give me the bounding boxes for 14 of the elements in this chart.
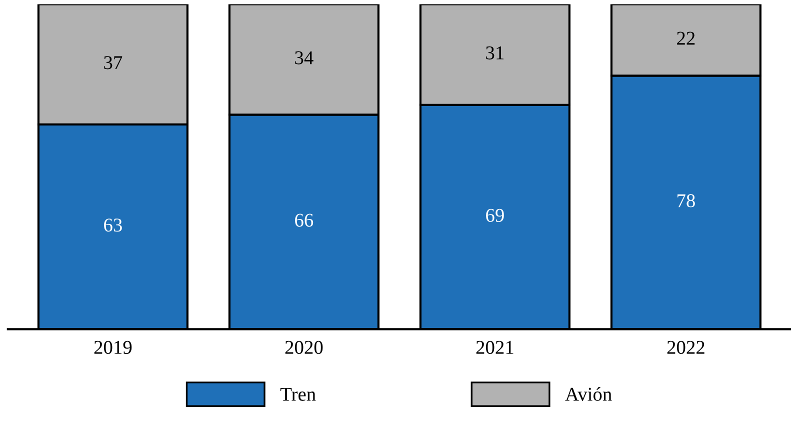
data-label: 63 bbox=[104, 218, 122, 232]
x-tick-label: 2022 bbox=[667, 340, 704, 354]
data-label: 37 bbox=[104, 56, 122, 70]
data-label: 22 bbox=[677, 32, 695, 45]
data-label: 69 bbox=[486, 208, 504, 222]
data-label: 78 bbox=[678, 194, 695, 208]
data-label: 66 bbox=[295, 214, 314, 227]
data-label: 31 bbox=[486, 46, 504, 60]
x-tick-label: 2020 bbox=[285, 340, 323, 354]
legend-label: Avión bbox=[565, 387, 612, 401]
legend-label: Tren bbox=[280, 388, 316, 401]
x-tick-label: 2021 bbox=[476, 340, 514, 354]
x-tick-label: 2019 bbox=[94, 340, 132, 354]
data-label: 34 bbox=[295, 51, 314, 64]
